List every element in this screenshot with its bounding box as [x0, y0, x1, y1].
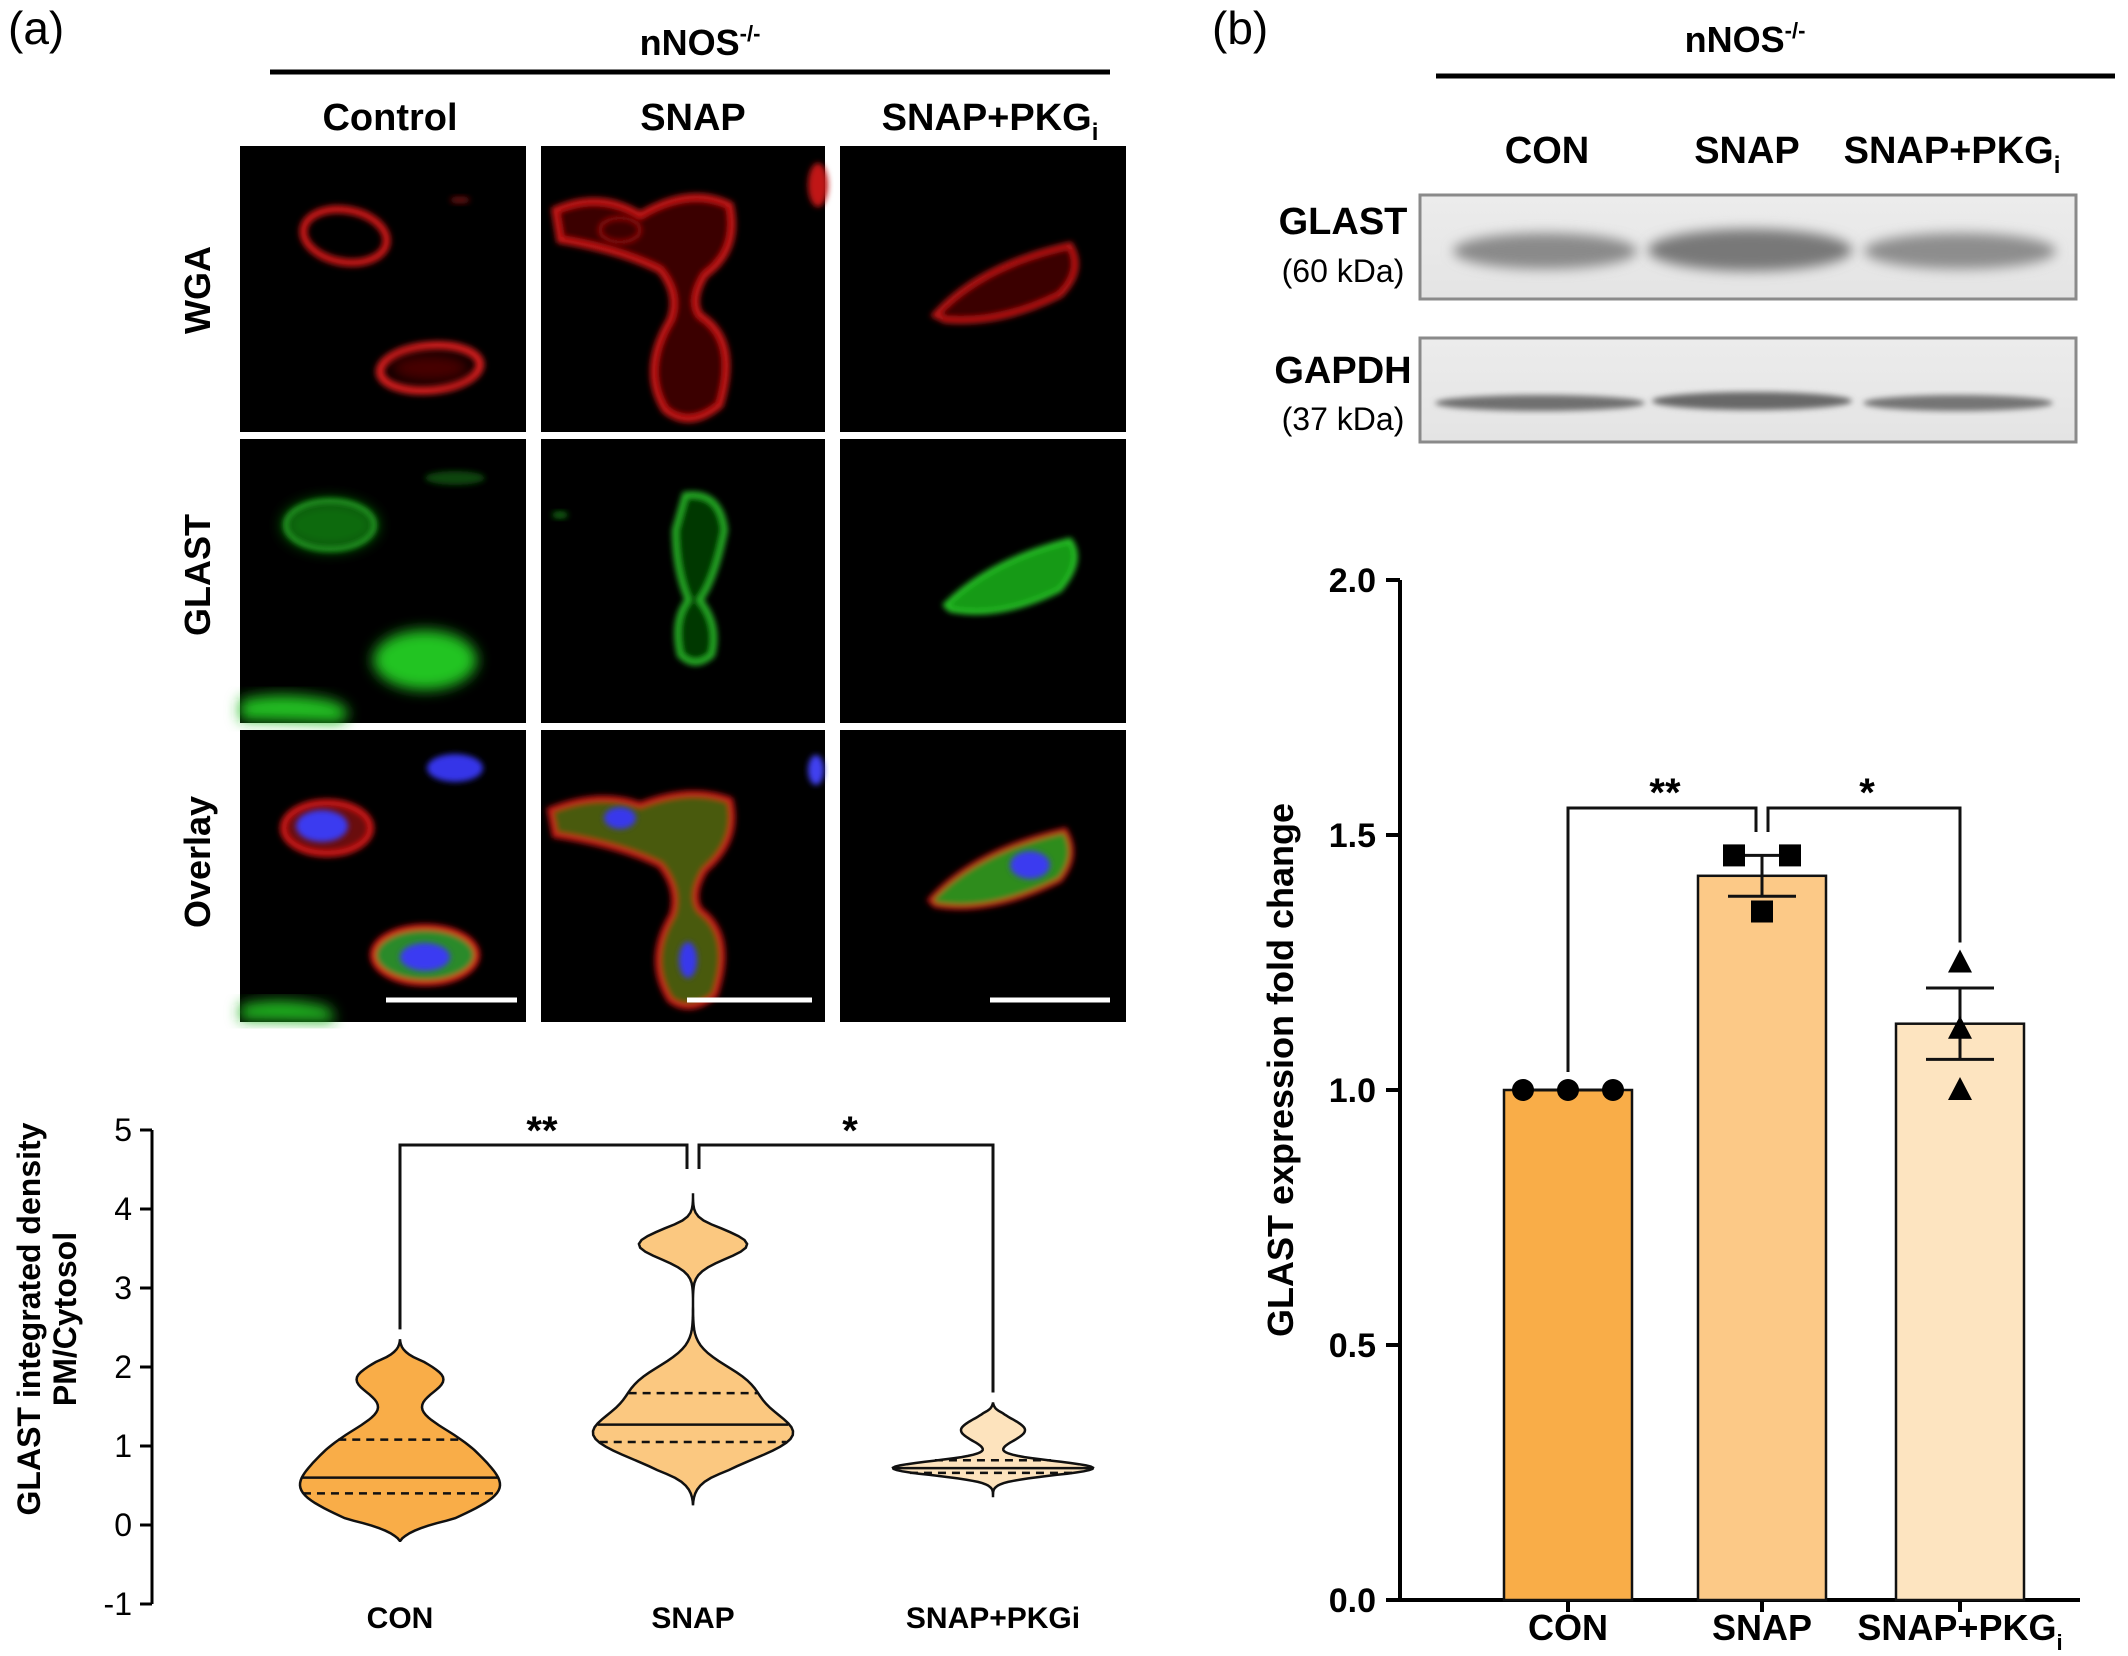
col-label-control: Control [322, 97, 457, 139]
micrograph-overlay-snap [541, 730, 825, 1022]
violin-sig-left: ** [526, 1109, 558, 1153]
violin-ytick-label: -1 [104, 1586, 132, 1622]
bar [1696, 874, 1828, 1602]
bar-ytick-label: 1.0 [1329, 1072, 1376, 1110]
bar-point [1512, 1079, 1534, 1101]
panel-b-label: (b) [1212, 2, 1268, 54]
violin-ytick-label: 4 [114, 1191, 132, 1227]
blot-glast [1418, 193, 2078, 301]
panel-b-header-sup: -/- [1785, 18, 1806, 43]
micrograph-glast-control [240, 439, 526, 723]
bar-point [1723, 844, 1745, 867]
lane-label-snap: SNAP [1694, 130, 1800, 172]
violin-ylabel-line2: PM/Cytosol [47, 1232, 83, 1406]
violin-plot: -1 0 1 2 3 4 5 CON SNAP SNAP+PKGi [104, 1112, 1095, 1635]
violin-ylabel-line1: GLAST integrated density [11, 1122, 47, 1515]
violin-ytick-label: 2 [114, 1349, 132, 1385]
violin-sig-right: * [842, 1109, 858, 1153]
bar-ytick-label: 1.5 [1329, 817, 1376, 855]
panel-a-header-sup: -/- [740, 21, 761, 46]
bar-sig-left: ** [1649, 771, 1681, 815]
violin-xtick-label: CON [367, 1602, 434, 1635]
violin-body [591, 1193, 795, 1506]
col-label-snap: SNAP [640, 97, 746, 139]
violin-body [891, 1402, 1095, 1498]
violin-xtick-label: SNAP+PKGi [906, 1602, 1080, 1635]
violin-bracket-right [697, 1143, 995, 1393]
micrograph-wga-snap [541, 146, 828, 432]
lane-label-con: CON [1505, 130, 1589, 172]
micrograph-glast-snap [541, 439, 825, 723]
violin-ytick-label: 5 [114, 1112, 132, 1148]
bar-xtick-label: SNAP+PKGi [1857, 1607, 2062, 1655]
col-label-snap-pkgi: SNAP+PKGi [882, 97, 1099, 146]
blot-gapdh-label: GAPDH [1274, 350, 1411, 392]
bar-chart: 0.0 0.5 1.0 1.5 2.0 CON SNAP SNAP+PKGi [1329, 562, 2080, 1655]
micrograph-overlay-snap-pkgi [840, 730, 1126, 1022]
violin-xtick-label: SNAP [651, 1602, 734, 1635]
micrograph-overlay-control [240, 730, 526, 1022]
blot-glast-kda: (60 kDa) [1282, 253, 1405, 289]
row-label-glast: GLAST [177, 514, 218, 636]
bar-point [1602, 1079, 1624, 1101]
bar-bracket-left [1566, 806, 1758, 1072]
blot-gapdh [1418, 336, 2078, 444]
bar-ylabel: GLAST expression fold change [1260, 803, 1301, 1337]
bar-xtick-label: CON [1528, 1607, 1608, 1648]
panel-b-header: nNOS-/- [1685, 18, 1806, 60]
bar [1502, 1088, 1634, 1602]
bar-xtick-label: SNAP [1712, 1607, 1812, 1648]
micrograph-glast-snap-pkgi [840, 439, 1126, 723]
blot-glast-label: GLAST [1279, 201, 1408, 243]
lane-label-snap-pkgi: SNAP+PKGi [1844, 130, 2061, 179]
bar-point [1948, 1015, 1972, 1039]
blot-gapdh-kda: (37 kDa) [1282, 401, 1405, 437]
panel-a-header: nNOS-/- [640, 21, 761, 63]
violin-ytick-label: 3 [114, 1270, 132, 1306]
row-label-overlay: Overlay [177, 796, 218, 928]
violin-ytick-label: 1 [114, 1428, 132, 1464]
bar-ytick-label: 0.5 [1329, 1327, 1376, 1365]
bar [1894, 1022, 2026, 1602]
bar-sig-right: * [1859, 771, 1875, 815]
violin-ytick-label: 0 [114, 1507, 132, 1543]
panel-a-label: (a) [8, 2, 64, 54]
bar-point [1948, 1077, 1972, 1100]
bar-point [1779, 844, 1801, 867]
bar-point [1557, 1079, 1579, 1101]
violin-bracket-left [398, 1143, 689, 1330]
bar-ytick-label: 2.0 [1329, 562, 1376, 600]
micrograph-wga-control [240, 146, 526, 432]
micrograph-wga-snap-pkgi [840, 146, 1126, 432]
bar-ytick-label: 0.0 [1329, 1582, 1376, 1620]
row-label-wga: WGA [177, 246, 218, 334]
bar-bracket-right [1766, 806, 1962, 943]
bar-point [1751, 900, 1773, 923]
bar-point [1948, 949, 1972, 973]
